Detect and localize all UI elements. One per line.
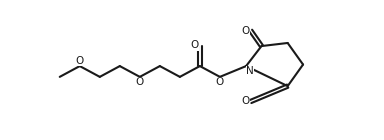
Text: O: O bbox=[76, 56, 84, 66]
Text: O: O bbox=[190, 40, 199, 50]
Text: O: O bbox=[241, 26, 250, 36]
Text: O: O bbox=[136, 77, 144, 87]
Text: O: O bbox=[216, 77, 224, 87]
Text: O: O bbox=[241, 96, 250, 106]
Text: N: N bbox=[246, 66, 254, 76]
